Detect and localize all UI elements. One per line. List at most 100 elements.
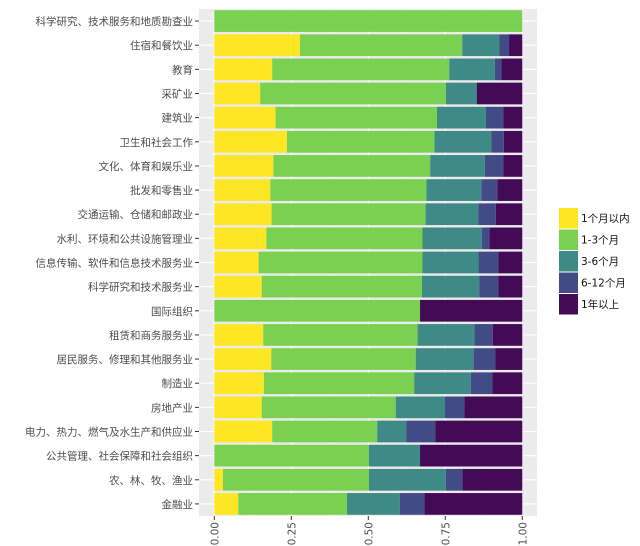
bar-segment: [368, 444, 421, 467]
bar-segment: [263, 324, 418, 346]
bar-segment: [485, 106, 504, 129]
bar-segment: [214, 324, 264, 346]
bar-segment: [214, 348, 272, 370]
bar-segment: [503, 130, 523, 153]
bar-segment: [501, 58, 523, 81]
bar-segment: [499, 34, 510, 57]
bar-segment: [484, 155, 504, 177]
bar-segment: [368, 468, 446, 491]
legend-label: 1-3个月: [581, 235, 619, 247]
y-tick-label: 水利、环境和公共设施管理业: [57, 232, 194, 245]
bar-segment: [420, 444, 523, 467]
bar-segment: [406, 420, 436, 443]
legend-key: [559, 251, 578, 272]
bar-segment: [476, 82, 523, 105]
bar-segment: [214, 372, 264, 395]
bar-segment: [492, 324, 523, 346]
bar-segment: [478, 251, 499, 274]
x-tick-label: 0.25: [286, 522, 298, 545]
bar-segment: [425, 203, 479, 226]
bar-segment: [474, 324, 493, 346]
bar-segment: [491, 130, 504, 153]
y-tick-label: 公共管理、社会保障和社会组织: [46, 450, 193, 463]
legend-label: 6-12个月: [581, 278, 626, 290]
bar-segment: [347, 493, 400, 515]
bar-segment: [214, 420, 273, 443]
bar-segment: [214, 58, 273, 81]
bar-segment: [422, 251, 479, 274]
y-tick-label: 居民服务、修理和其他服务业: [57, 353, 194, 366]
bar-segment: [498, 275, 523, 298]
bar-segment: [420, 299, 523, 322]
bar-segment: [495, 203, 523, 226]
bar-segment: [498, 251, 523, 274]
bar-segment: [492, 372, 523, 395]
legend-label: 1个月以内: [581, 212, 630, 225]
bar-segment: [494, 58, 502, 81]
bar-segment: [214, 130, 287, 153]
legend-label: 3-6个月: [581, 256, 619, 268]
y-tick-label: 信息传输、软件和信息技术服务业: [36, 257, 194, 270]
y-tick-label: 住宿和餐饮业: [130, 39, 193, 52]
bar-segment: [430, 155, 485, 177]
x-tick-label: 1.00: [517, 522, 529, 545]
y-tick-label: 建筑业: [162, 112, 194, 125]
bar-segment: [214, 82, 261, 105]
bar-segment: [435, 420, 523, 443]
legend-key: [559, 208, 578, 229]
y-tick-label: 科学研究、技术服务和地质勘查业: [36, 15, 194, 28]
bar-segment: [481, 179, 498, 201]
y-tick-label: 制造业: [162, 377, 194, 390]
y-tick-label: 金融业: [162, 498, 194, 511]
y-tick-label: 租赁和商务服务业: [109, 329, 193, 342]
bar-segment: [462, 34, 500, 57]
bar-segment: [261, 275, 422, 298]
y-tick-label: 教育: [172, 63, 193, 76]
y-tick-label: 交通运输、仓储和邮政业: [78, 208, 194, 221]
legend-key: [559, 294, 578, 315]
bar-segment: [426, 179, 482, 201]
bar-segment: [214, 468, 223, 491]
y-tick-label: 科学研究和技术服务业: [88, 281, 193, 294]
legend-key: [559, 229, 578, 250]
bar-segment: [495, 348, 523, 370]
bar-segment: [449, 58, 495, 81]
bar-segment: [509, 34, 523, 57]
bar-segment: [222, 468, 369, 491]
bar-segment: [445, 468, 463, 491]
bar-segment: [261, 396, 396, 419]
bar-segment: [417, 324, 475, 346]
y-tick-label: 文化、体育和娱乐业: [99, 160, 194, 173]
bar-segment: [464, 396, 523, 419]
bar-segment: [214, 444, 369, 467]
bar-segment: [214, 179, 271, 201]
y-tick-label: 采矿业: [162, 88, 194, 101]
bar-segment: [422, 227, 482, 250]
legend-key: [559, 272, 578, 293]
bar-segment: [470, 372, 493, 395]
bar-segment: [272, 58, 450, 81]
bar-segment: [214, 10, 523, 32]
x-tick-label: 0.50: [363, 522, 375, 545]
bar-segment: [415, 348, 474, 370]
bar-segment: [503, 106, 523, 129]
bar-segment: [214, 299, 421, 322]
bar-segment: [260, 82, 446, 105]
bar-segment: [421, 275, 480, 298]
bar-segment: [214, 203, 272, 226]
bar-segment: [462, 468, 523, 491]
bar-segment: [214, 227, 267, 250]
bar-segment: [270, 179, 427, 201]
bar-segment: [299, 34, 463, 57]
y-tick-label: 卫生和社会工作: [120, 136, 194, 149]
bar-segment: [497, 179, 523, 201]
bar-segment: [481, 227, 490, 250]
bar-segment: [444, 396, 465, 419]
y-tick-label: 农、林、牧、渔业: [109, 474, 193, 487]
bar-segment: [445, 82, 477, 105]
bar-segment: [377, 420, 407, 443]
bar-segment: [271, 348, 416, 370]
y-tick-label: 批发和零售业: [130, 184, 193, 197]
